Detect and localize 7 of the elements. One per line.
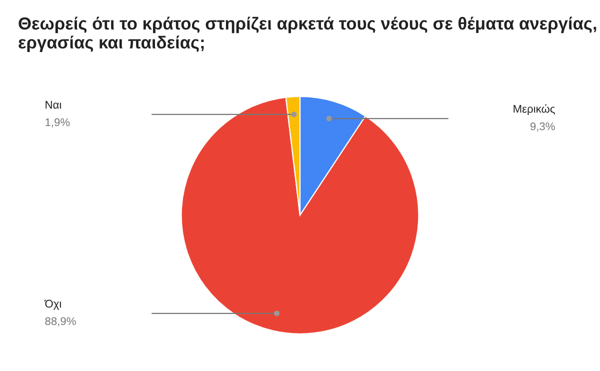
slice-label: Ναι bbox=[46, 100, 62, 109]
data-label: 1,9% bbox=[46, 118, 70, 128]
slice-label: Μερικώς bbox=[514, 104, 555, 115]
data-label: 88,9% bbox=[45, 317, 76, 326]
slice-label: Όχι bbox=[44, 300, 62, 310]
chart-title: Θεωρείς ότι το κράτος στηρίζει αρκετά τους νέους σε θέματα ανεργίας, εργασίας και παιδείας; bbox=[18, 16, 596, 52]
data-label: 9,3% bbox=[530, 122, 555, 132]
